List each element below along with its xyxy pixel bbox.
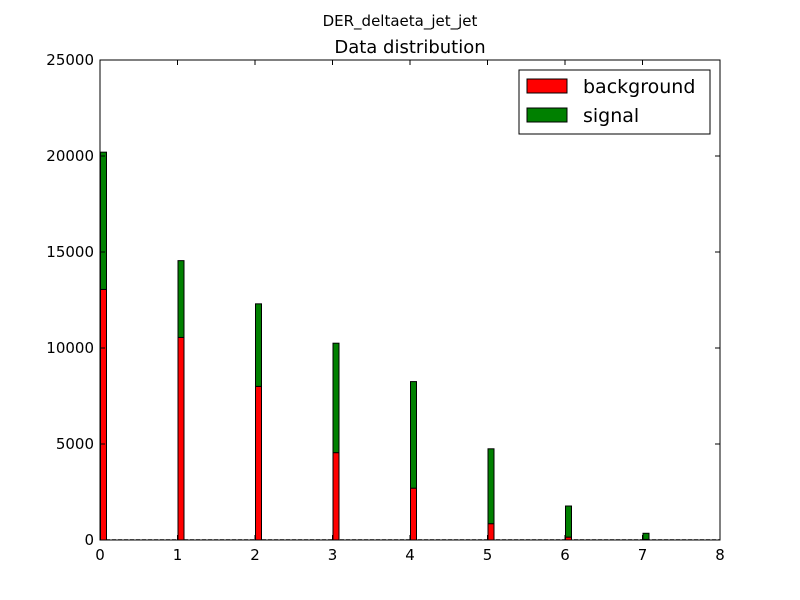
y-tick-label-20000: 20000 — [46, 147, 94, 165]
y-tick-label-5000: 5000 — [56, 435, 94, 453]
bar-background-3 — [332, 452, 340, 541]
bar-signal-1 — [177, 260, 185, 338]
chart-title: Data distribution — [334, 37, 485, 58]
x-tick-label-1: 1 — [173, 546, 183, 564]
bar-signal-3 — [332, 342, 340, 454]
legend-label-signal: signal — [583, 105, 639, 127]
legend-swatch-background — [526, 78, 568, 94]
x-tick-label-5: 5 — [483, 546, 493, 564]
bar-signal-5 — [487, 448, 495, 525]
legend-swatch-signal — [526, 107, 568, 123]
bar-signal-4 — [410, 381, 417, 489]
x-tick-label-0: 0 — [95, 546, 105, 564]
y-tick-label-25000: 25000 — [46, 51, 94, 69]
x-tick-label-7: 7 — [638, 546, 648, 564]
y-tick-label-0: 0 — [84, 531, 94, 549]
y-tick-label-10000: 10000 — [46, 339, 94, 357]
bar-background-1 — [177, 336, 185, 541]
legend-label-background: background — [583, 76, 695, 98]
bar-background-2 — [255, 385, 262, 541]
bar-signal-6 — [565, 505, 572, 538]
x-tick-label-8: 8 — [715, 546, 725, 564]
bar-signal-0 — [100, 151, 107, 290]
bar-background-5 — [487, 523, 495, 541]
bar-background-0 — [100, 288, 107, 541]
bars-group — [100, 151, 720, 541]
x-tick-label-6: 6 — [560, 546, 570, 564]
bar-signal-7 — [642, 532, 650, 540]
ticks-group: 0 1 2 3 4 5 6 7 8 0 5000 10000 15000 20000 25000 — [46, 51, 724, 564]
x-tick-label-3: 3 — [328, 546, 338, 564]
bar-background-4 — [410, 487, 417, 541]
chart-suptitle: DER_deltaeta_jet_jet — [323, 12, 478, 31]
x-tick-label-4: 4 — [405, 546, 415, 564]
x-tick-label-2: 2 — [250, 546, 260, 564]
legend: background signal — [518, 69, 711, 135]
bar-signal-2 — [255, 303, 262, 387]
y-tick-label-15000: 15000 — [46, 243, 94, 261]
